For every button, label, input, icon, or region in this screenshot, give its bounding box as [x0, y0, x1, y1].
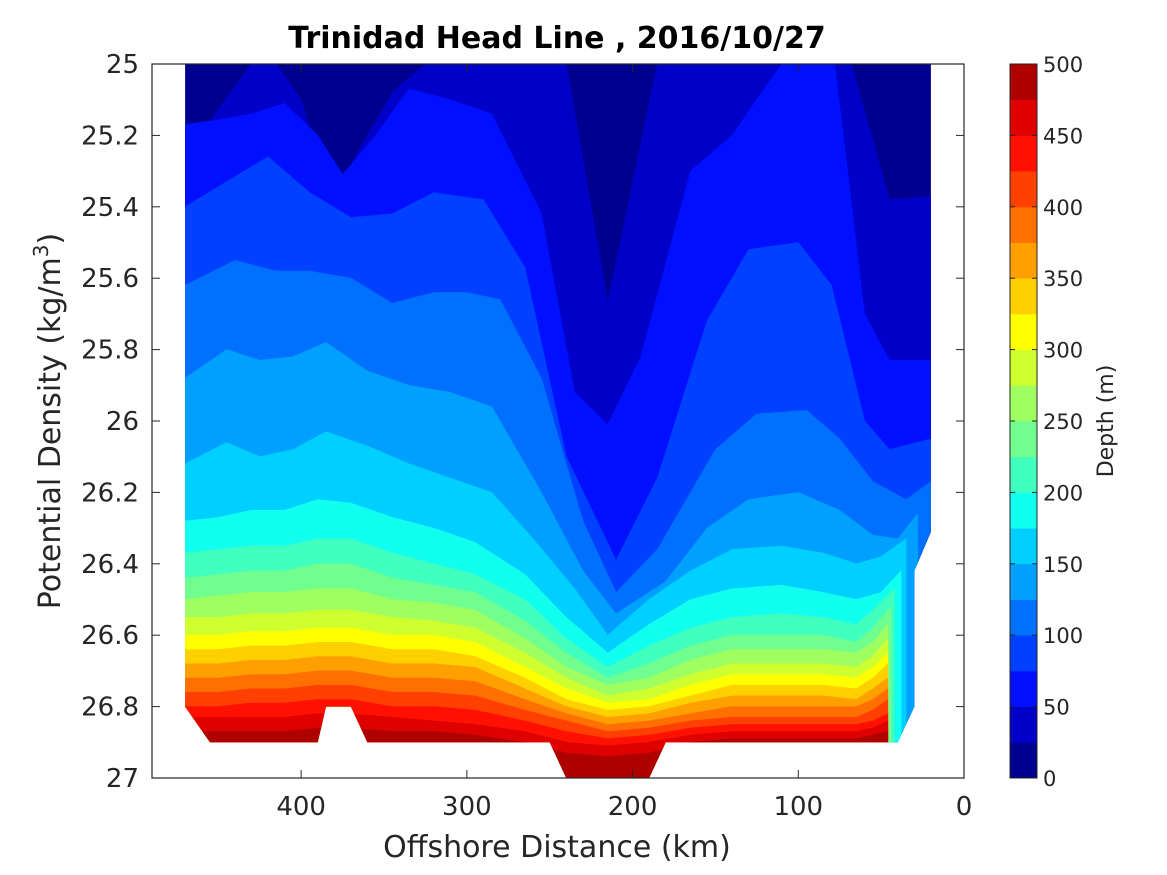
x-tick-label: 0 — [956, 792, 973, 822]
y-tick-label: 25 — [106, 50, 139, 80]
colorbar-swatch — [1010, 670, 1037, 707]
colorbar-swatch — [1010, 278, 1037, 315]
y-tick-label: 25.8 — [81, 336, 139, 366]
y-tick-label: 26.8 — [81, 693, 139, 723]
colorbar-tick-label: 250 — [1043, 410, 1083, 434]
x-tick-label: 100 — [773, 792, 823, 822]
y-tick-label: 25.6 — [81, 264, 139, 294]
colorbar-swatch — [1010, 528, 1037, 565]
y-tick-label: 27 — [106, 764, 139, 794]
colorbar-swatch — [1010, 242, 1037, 279]
colorbar-swatch — [1010, 563, 1037, 600]
y-tick-label: 26 — [106, 407, 139, 437]
colorbar-tick-label: 50 — [1043, 696, 1070, 720]
x-tick-label: 300 — [442, 792, 492, 822]
colorbar-swatch — [1010, 313, 1037, 350]
colorbar-tick-label: 300 — [1043, 339, 1083, 363]
colorbar-tick-label: 0 — [1043, 767, 1056, 791]
colorbar-tick-label: 100 — [1043, 624, 1083, 648]
colorbar-swatch — [1010, 99, 1037, 136]
y-tick-label: 25.2 — [81, 121, 139, 151]
y-tick-label: 26.4 — [81, 550, 139, 580]
x-tick-label: 400 — [276, 792, 326, 822]
colorbar-swatch — [1010, 385, 1037, 422]
colorbar-swatch — [1010, 421, 1037, 458]
colorbar-tick-label: 150 — [1043, 553, 1083, 577]
x-tick-label: 200 — [608, 792, 658, 822]
colorbar-swatch — [1010, 171, 1037, 208]
colorbar-tick-label: 450 — [1043, 124, 1083, 148]
colorbar-swatch — [1010, 135, 1037, 172]
colorbar-tick-label: 350 — [1043, 267, 1083, 291]
colorbar-swatch — [1010, 492, 1037, 529]
x-axis-label: Offshore Distance (km) — [383, 830, 731, 865]
x-axis: 400 300 200 100 0 — [276, 64, 972, 822]
y-axis-label-suffix: ) — [33, 233, 68, 245]
colorbar-swatch — [1010, 349, 1037, 386]
colorbar-tick-label: 200 — [1043, 481, 1083, 505]
y-axis-label: Potential Density (kg/m3) — [29, 233, 68, 609]
colorbar: 0 50 100 150 200 250 300 350 400 450 500 — [1009, 53, 1083, 791]
colorbar-swatch — [1010, 206, 1037, 243]
chart-title: Trinidad Head Line , 2016/10/27 — [288, 21, 825, 56]
y-tick-label: 26.6 — [81, 621, 139, 651]
y-tick-label: 25.4 — [81, 193, 139, 223]
y-tick-label: 26.2 — [81, 478, 139, 508]
y-axis: 25 25.2 25.4 25.6 25.8 26 26.2 26.4 26.6 26.8 27 — [81, 50, 964, 794]
colorbar-swatch — [1010, 64, 1037, 101]
y-axis-label-superscript: 3 — [29, 244, 53, 257]
colorbar-swatch — [1010, 599, 1037, 636]
colorbar-tick-label: 500 — [1043, 53, 1083, 77]
colorbar-swatch — [1010, 456, 1037, 493]
colorbar-swatch — [1010, 706, 1037, 743]
colorbar-label: Depth (m) — [1094, 365, 1119, 478]
y-axis-label-main: Potential Density (kg/m — [33, 257, 68, 609]
colorbar-tick-label: 400 — [1043, 196, 1083, 220]
colorbar-swatch — [1010, 742, 1037, 779]
colorbar-swatch — [1010, 635, 1037, 672]
contour-fill-layers — [185, 64, 931, 778]
